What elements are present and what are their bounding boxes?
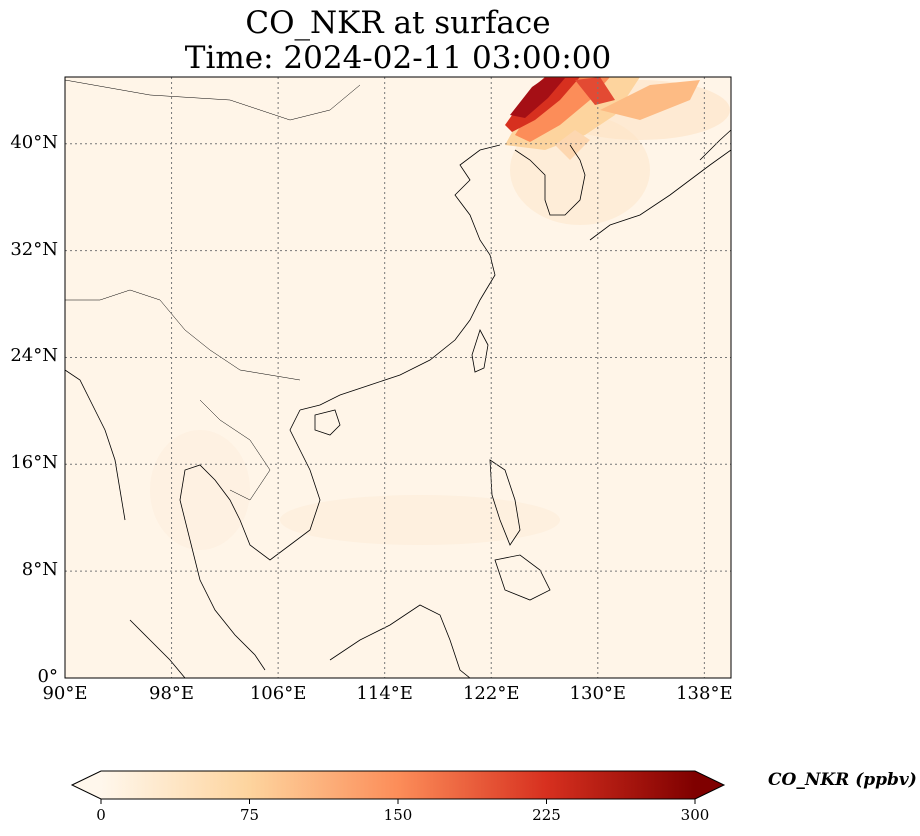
lat-tick-label: 40°N bbox=[10, 131, 58, 153]
lat-tick-label: 0° bbox=[37, 666, 58, 687]
lon-tick-label: 114°E bbox=[356, 683, 413, 704]
colorbar-min-extend bbox=[72, 771, 101, 799]
colorbar-label: CO_NKR (ppbv) bbox=[768, 770, 917, 790]
lon-tick-label: 130°E bbox=[569, 683, 627, 704]
map-frame bbox=[64, 76, 732, 679]
coastlines bbox=[65, 79, 731, 678]
colorbar bbox=[70, 770, 726, 804]
lon-tick-label: 90°E bbox=[42, 683, 88, 704]
map-title: CO_NKR at surface bbox=[245, 5, 551, 41]
lon-tick-label: 122°E bbox=[462, 683, 520, 704]
lat-tick-label: 24°N bbox=[10, 345, 58, 367]
colorbar-tick-label: 0 bbox=[96, 806, 106, 824]
colorbar-tick-label: 225 bbox=[532, 806, 561, 824]
colorbar-tick-label: 150 bbox=[383, 806, 413, 824]
colorbar-gradient bbox=[101, 771, 695, 799]
lon-tick-label: 138°E bbox=[676, 683, 733, 704]
colorbar-max-extend bbox=[695, 771, 724, 799]
colorbar-tick-label: 75 bbox=[239, 806, 260, 824]
lon-tick-label: 106°E bbox=[249, 683, 307, 704]
colorbar-ticks bbox=[100, 799, 696, 804]
lat-tick-label: 8°N bbox=[21, 559, 58, 581]
map-time-subtitle: Time: 2024-02-11 03:00:00 bbox=[184, 40, 612, 76]
colorbar-tick-label: 300 bbox=[680, 806, 710, 824]
lat-tick-label: 32°N bbox=[10, 238, 58, 260]
lon-tick-label: 98°E bbox=[149, 683, 195, 704]
lat-tick-label: 16°N bbox=[10, 452, 58, 474]
gridlines bbox=[65, 77, 731, 678]
